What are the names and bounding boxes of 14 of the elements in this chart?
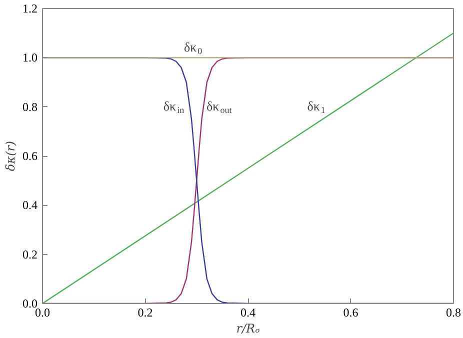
y-tick-label: 1.0 bbox=[22, 50, 38, 65]
y-tick-label: 0.0 bbox=[22, 296, 38, 310]
y-tick-label: 1.2 bbox=[22, 2, 38, 16]
x-tick-label: 0.2 bbox=[138, 306, 153, 320]
y-tick-label: 0.6 bbox=[22, 149, 38, 163]
x-tick-label: 0.6 bbox=[343, 306, 358, 320]
x-tick-label: 0.4 bbox=[240, 306, 256, 320]
x-tick-label: 0.8 bbox=[446, 306, 461, 320]
y-tick-label: 0.8 bbox=[22, 100, 38, 114]
y-axis-title: δκ(r) bbox=[4, 140, 18, 172]
x-tick-label: 0.0 bbox=[35, 306, 50, 320]
y-tick-label: 0.2 bbox=[22, 247, 38, 262]
y-tick-label: 0.4 bbox=[22, 198, 38, 212]
x-axis-title: r/Rₒ bbox=[236, 322, 260, 336]
